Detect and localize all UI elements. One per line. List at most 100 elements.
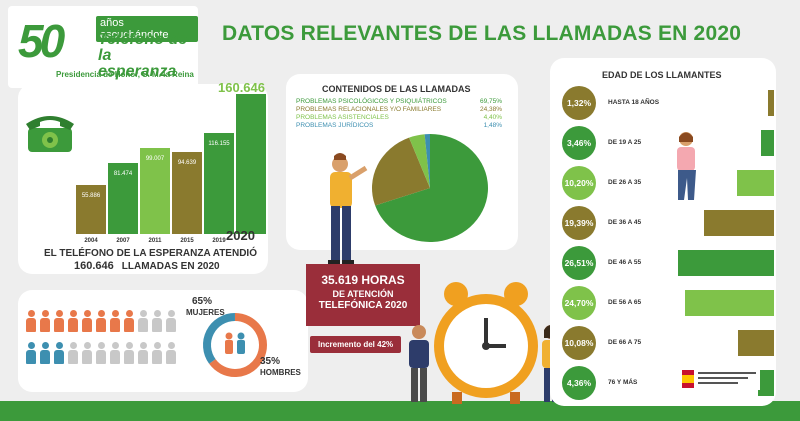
contents-legend-label: PROBLEMAS ASISTENCIALES: [296, 114, 389, 121]
pie-slice: [409, 134, 430, 188]
bottom-band: [0, 401, 800, 421]
women-arc: [209, 313, 267, 377]
gender-donut-chart: [203, 313, 267, 377]
age-label: DE 56 A 65: [608, 299, 642, 306]
age-row: 3,46% DE 19 A 25: [562, 126, 774, 162]
age-percentage: 24,70%: [562, 286, 596, 320]
men-arc: [203, 313, 236, 364]
age-percentage: 19,39%: [562, 206, 596, 240]
logo-name: Teléfono de la esperanza: [98, 32, 194, 80]
person-icon: [110, 342, 120, 364]
calls-bar-value: 55.886: [81, 193, 101, 200]
person-icon: [26, 310, 36, 332]
calls-bar-2011: [140, 147, 170, 234]
person-icon: [138, 310, 148, 332]
person-icon: [96, 310, 106, 332]
age-percentage: 4,36%: [562, 366, 596, 400]
calls-headline-2: 160.646 LLAMADAS EN 2020: [74, 260, 220, 272]
calls-bar-value: 116.155: [208, 140, 230, 147]
calls-bar-value: 99.007: [145, 155, 165, 162]
alarm-clock-icon: [434, 282, 538, 404]
age-row: 1,32% HASTA 18 AÑOS: [562, 86, 774, 122]
contents-legend-item: PROBLEMAS ASISTENCIALES 4,40%: [296, 114, 502, 122]
calls-headline: EL TELÉFONO DE LA ESPERANZA ATENDIÓ: [44, 248, 257, 259]
contents-legend-value: 24,38%: [479, 106, 502, 113]
person-icon: [26, 342, 36, 364]
person-icon: [68, 310, 78, 332]
calls-bar-year: 2011: [148, 238, 162, 244]
men-percentage: 35%: [260, 356, 281, 367]
logo-presidencia: Presidencia de Honor, S. M. la Reina: [56, 70, 194, 79]
person-icon: [110, 310, 120, 332]
age-percentage: 10,20%: [562, 166, 596, 200]
age-row: 19,39% DE 36 A 45: [562, 206, 774, 242]
man-figure-illustration: [328, 153, 368, 265]
person-icon: [138, 342, 148, 364]
age-percentage: 26,51%: [562, 246, 596, 280]
contents-legend-label: PROBLEMAS RELACIONALES Y/O FAMILIARES: [296, 106, 442, 113]
age-row: 24,70% DE 56 A 65: [562, 286, 774, 322]
calls-bar-2019: [204, 132, 234, 234]
calls-headline-number: 160.646: [74, 260, 114, 272]
age-percentage: 1,32%: [562, 86, 596, 120]
person-icon: [68, 342, 78, 364]
person-icon: [152, 342, 162, 364]
sitting-woman-illustration: [677, 132, 696, 200]
person-icon: [225, 332, 233, 354]
calls-bar-chart: 55.886 2004 81.474 2007 99.007 2011 94.639 2015…: [76, 94, 276, 244]
logo-name-line2: la esperanza: [98, 47, 177, 80]
logo: 50 años escuchándote Teléfono de la espe…: [8, 6, 198, 88]
person-icon: [166, 310, 176, 332]
person-icon: [82, 342, 92, 364]
calls-bar-year: 2019: [212, 238, 226, 244]
women-percentage: 65%: [192, 296, 213, 307]
calls-bar-year: 2007: [116, 238, 130, 244]
age-title: EDAD DE LOS LLAMANTES: [602, 70, 722, 80]
age-bar: [758, 370, 774, 396]
contents-legend-item: PROBLEMAS RELACIONALES Y/O FAMILIARES 24,…: [296, 106, 502, 114]
calls-bar-year: 2015: [180, 238, 194, 244]
hours-line2: DE ATENCIÓN: [332, 289, 394, 299]
contents-legend-label: PROBLEMAS JURÍDICOS: [296, 122, 374, 129]
contents-legend-label: PROBLEMAS PSICOLÓGICOS Y PSIQUIÁTRICOS: [296, 98, 447, 105]
age-row: 4,36% 76 Y MÁS: [562, 366, 774, 402]
contents-legend-value: 1,48%: [483, 122, 502, 129]
age-row: 10,08% DE 66 A 75: [562, 326, 774, 362]
government-logo: [680, 368, 760, 390]
person-icon: [166, 342, 176, 364]
calls-bar-2020: [236, 94, 266, 234]
calls-bar-value: 81.474: [113, 170, 133, 177]
age-label: HASTA 18 AÑOS: [608, 99, 660, 106]
age-bar: [678, 250, 774, 276]
age-bar: [768, 90, 774, 116]
increment-badge: Incremento del 42%: [310, 336, 402, 353]
calls-bar-2004: [76, 185, 106, 234]
men-label: HOMBRES: [260, 368, 301, 377]
person-icon: [40, 310, 50, 332]
hours-line3: TELEFÓNICA 2020: [318, 300, 408, 311]
person-icon: [96, 342, 106, 364]
age-bar: [703, 210, 774, 236]
age-label: DE 26 A 35: [608, 179, 642, 186]
age-bar: [737, 330, 774, 356]
pie-slice: [424, 134, 430, 188]
person-icon: [124, 342, 134, 364]
calls-bar-2015: [172, 151, 202, 234]
age-bar: [761, 130, 774, 156]
calls-top-value: 160.646: [218, 80, 265, 95]
contents-legend-value: 69,75%: [479, 98, 502, 105]
calls-panel: 55.886 2004 81.474 2007 99.007 2011 94.639 2015…: [18, 84, 268, 274]
age-label: DE 66 A 75: [608, 339, 642, 346]
contents-title: CONTENIDOS DE LAS LLAMADAS: [322, 84, 471, 94]
logo-number: 50: [18, 15, 65, 67]
person-icon: [54, 310, 64, 332]
age-percentage: 10,08%: [562, 326, 596, 360]
person-icon: [124, 310, 134, 332]
calls-bar-2007: [108, 163, 138, 234]
contents-legend-value: 4,40%: [483, 114, 502, 121]
person-icon: [82, 310, 92, 332]
hours-line1: 35.619 HORAS: [321, 273, 405, 287]
main-title: DATOS RELEVANTES DE LAS LLAMADAS EN 2020: [222, 22, 742, 45]
logo-anos: años escuchándote: [96, 16, 198, 42]
person-icon: [237, 332, 245, 354]
